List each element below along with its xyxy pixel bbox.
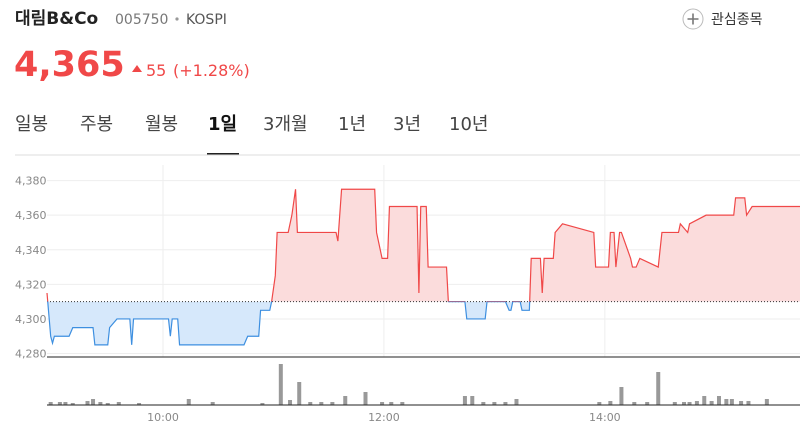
volume-bar (70, 403, 75, 405)
separator-dot (175, 17, 179, 21)
volume-bar (186, 399, 191, 405)
price-area (47, 189, 800, 345)
tab[interactable]: 일봉 (15, 114, 48, 135)
volume-bar (694, 401, 699, 405)
volume-bar (319, 402, 324, 405)
volume-bar (462, 396, 467, 405)
watch-icon[interactable] (682, 8, 704, 30)
volume-bar (481, 402, 486, 405)
volume-bar (672, 402, 677, 405)
x-tick-label: 10:00 (147, 411, 179, 424)
change: 55 (146, 61, 166, 80)
tabs: 일봉 주봉 월봉 1일 3개월 1년 3년 10년 (15, 114, 488, 155)
y-tick-label: 4,280 (15, 348, 47, 361)
volume-bar (470, 396, 475, 405)
watch-plus[interactable] (687, 13, 699, 25)
volume-bar (687, 402, 692, 405)
volume-bar (400, 402, 405, 405)
stock-name: 대림B&Co (15, 9, 98, 29)
x-tick-label: 14:00 (589, 411, 621, 424)
change-pct: (+1.28%) (173, 61, 250, 80)
price: 4,365 (14, 45, 125, 85)
volume-bar (363, 392, 368, 405)
volume-bar (503, 402, 508, 405)
volume-bar (656, 372, 661, 405)
price-line (46, 188, 800, 346)
volume-bar (729, 399, 734, 405)
tab[interactable]: 주봉 (80, 114, 113, 135)
y-tick-label: 4,300 (15, 313, 47, 326)
y-tick-label: 4,380 (15, 175, 47, 188)
volume-bar (724, 399, 729, 405)
volume-bar (764, 399, 769, 405)
volume-bar (288, 400, 293, 405)
volume-bar (308, 402, 313, 405)
tab[interactable]: 1년 (338, 114, 366, 135)
x-tick-label: 12:00 (368, 411, 400, 424)
watch-label[interactable]: 관심종목 (711, 12, 763, 28)
watch-button[interactable]: 관심종목 (682, 8, 763, 30)
volume-bar (63, 402, 68, 405)
volume-bar (645, 402, 650, 405)
volume-bar (632, 402, 637, 405)
volume-bar (105, 403, 110, 405)
volume-bar (619, 387, 624, 405)
chart: 4,280 4,300 4,320 4,340 4,360 4,380 10:00 12:00… (15, 165, 800, 424)
volume-bar (297, 382, 302, 405)
volume-bar (57, 402, 62, 405)
volume-bar (597, 402, 602, 405)
volume-bar (746, 401, 751, 405)
volume-bar (389, 402, 394, 405)
volume-bar (48, 402, 53, 405)
volume-bar (330, 402, 335, 405)
volume-bar (716, 396, 721, 405)
volume-bar (91, 399, 96, 405)
volume-bar (137, 403, 142, 405)
up-arrow (132, 65, 142, 72)
volume-bar (210, 402, 215, 405)
volume-bar (278, 364, 283, 405)
volume-bar (709, 401, 714, 405)
volume-bar (343, 396, 348, 405)
y-tick-label: 4,340 (15, 244, 47, 257)
tab[interactable]: 월봉 (145, 114, 178, 135)
volume-bar (739, 401, 744, 405)
volume-bar (260, 403, 265, 405)
volume-bar (608, 401, 613, 405)
tab[interactable]: 3개월 (263, 114, 308, 135)
volume-bar (116, 402, 121, 405)
volume-bar (85, 401, 90, 405)
tab[interactable]: 3년 (393, 114, 421, 135)
market: KOSPI (186, 12, 227, 28)
tab[interactable]: 1일 (208, 114, 237, 135)
tab[interactable]: 10년 (449, 114, 488, 135)
volume-bar (98, 402, 103, 405)
y-tick-label: 4,320 (15, 278, 47, 291)
stock-code: 005750 (115, 12, 168, 28)
volume-bar (380, 402, 385, 405)
volume-bar (492, 402, 497, 405)
y-tick-label: 4,360 (15, 209, 47, 222)
volume-bar (514, 399, 519, 405)
volume-bar (702, 396, 707, 405)
volume-bar (682, 402, 687, 405)
